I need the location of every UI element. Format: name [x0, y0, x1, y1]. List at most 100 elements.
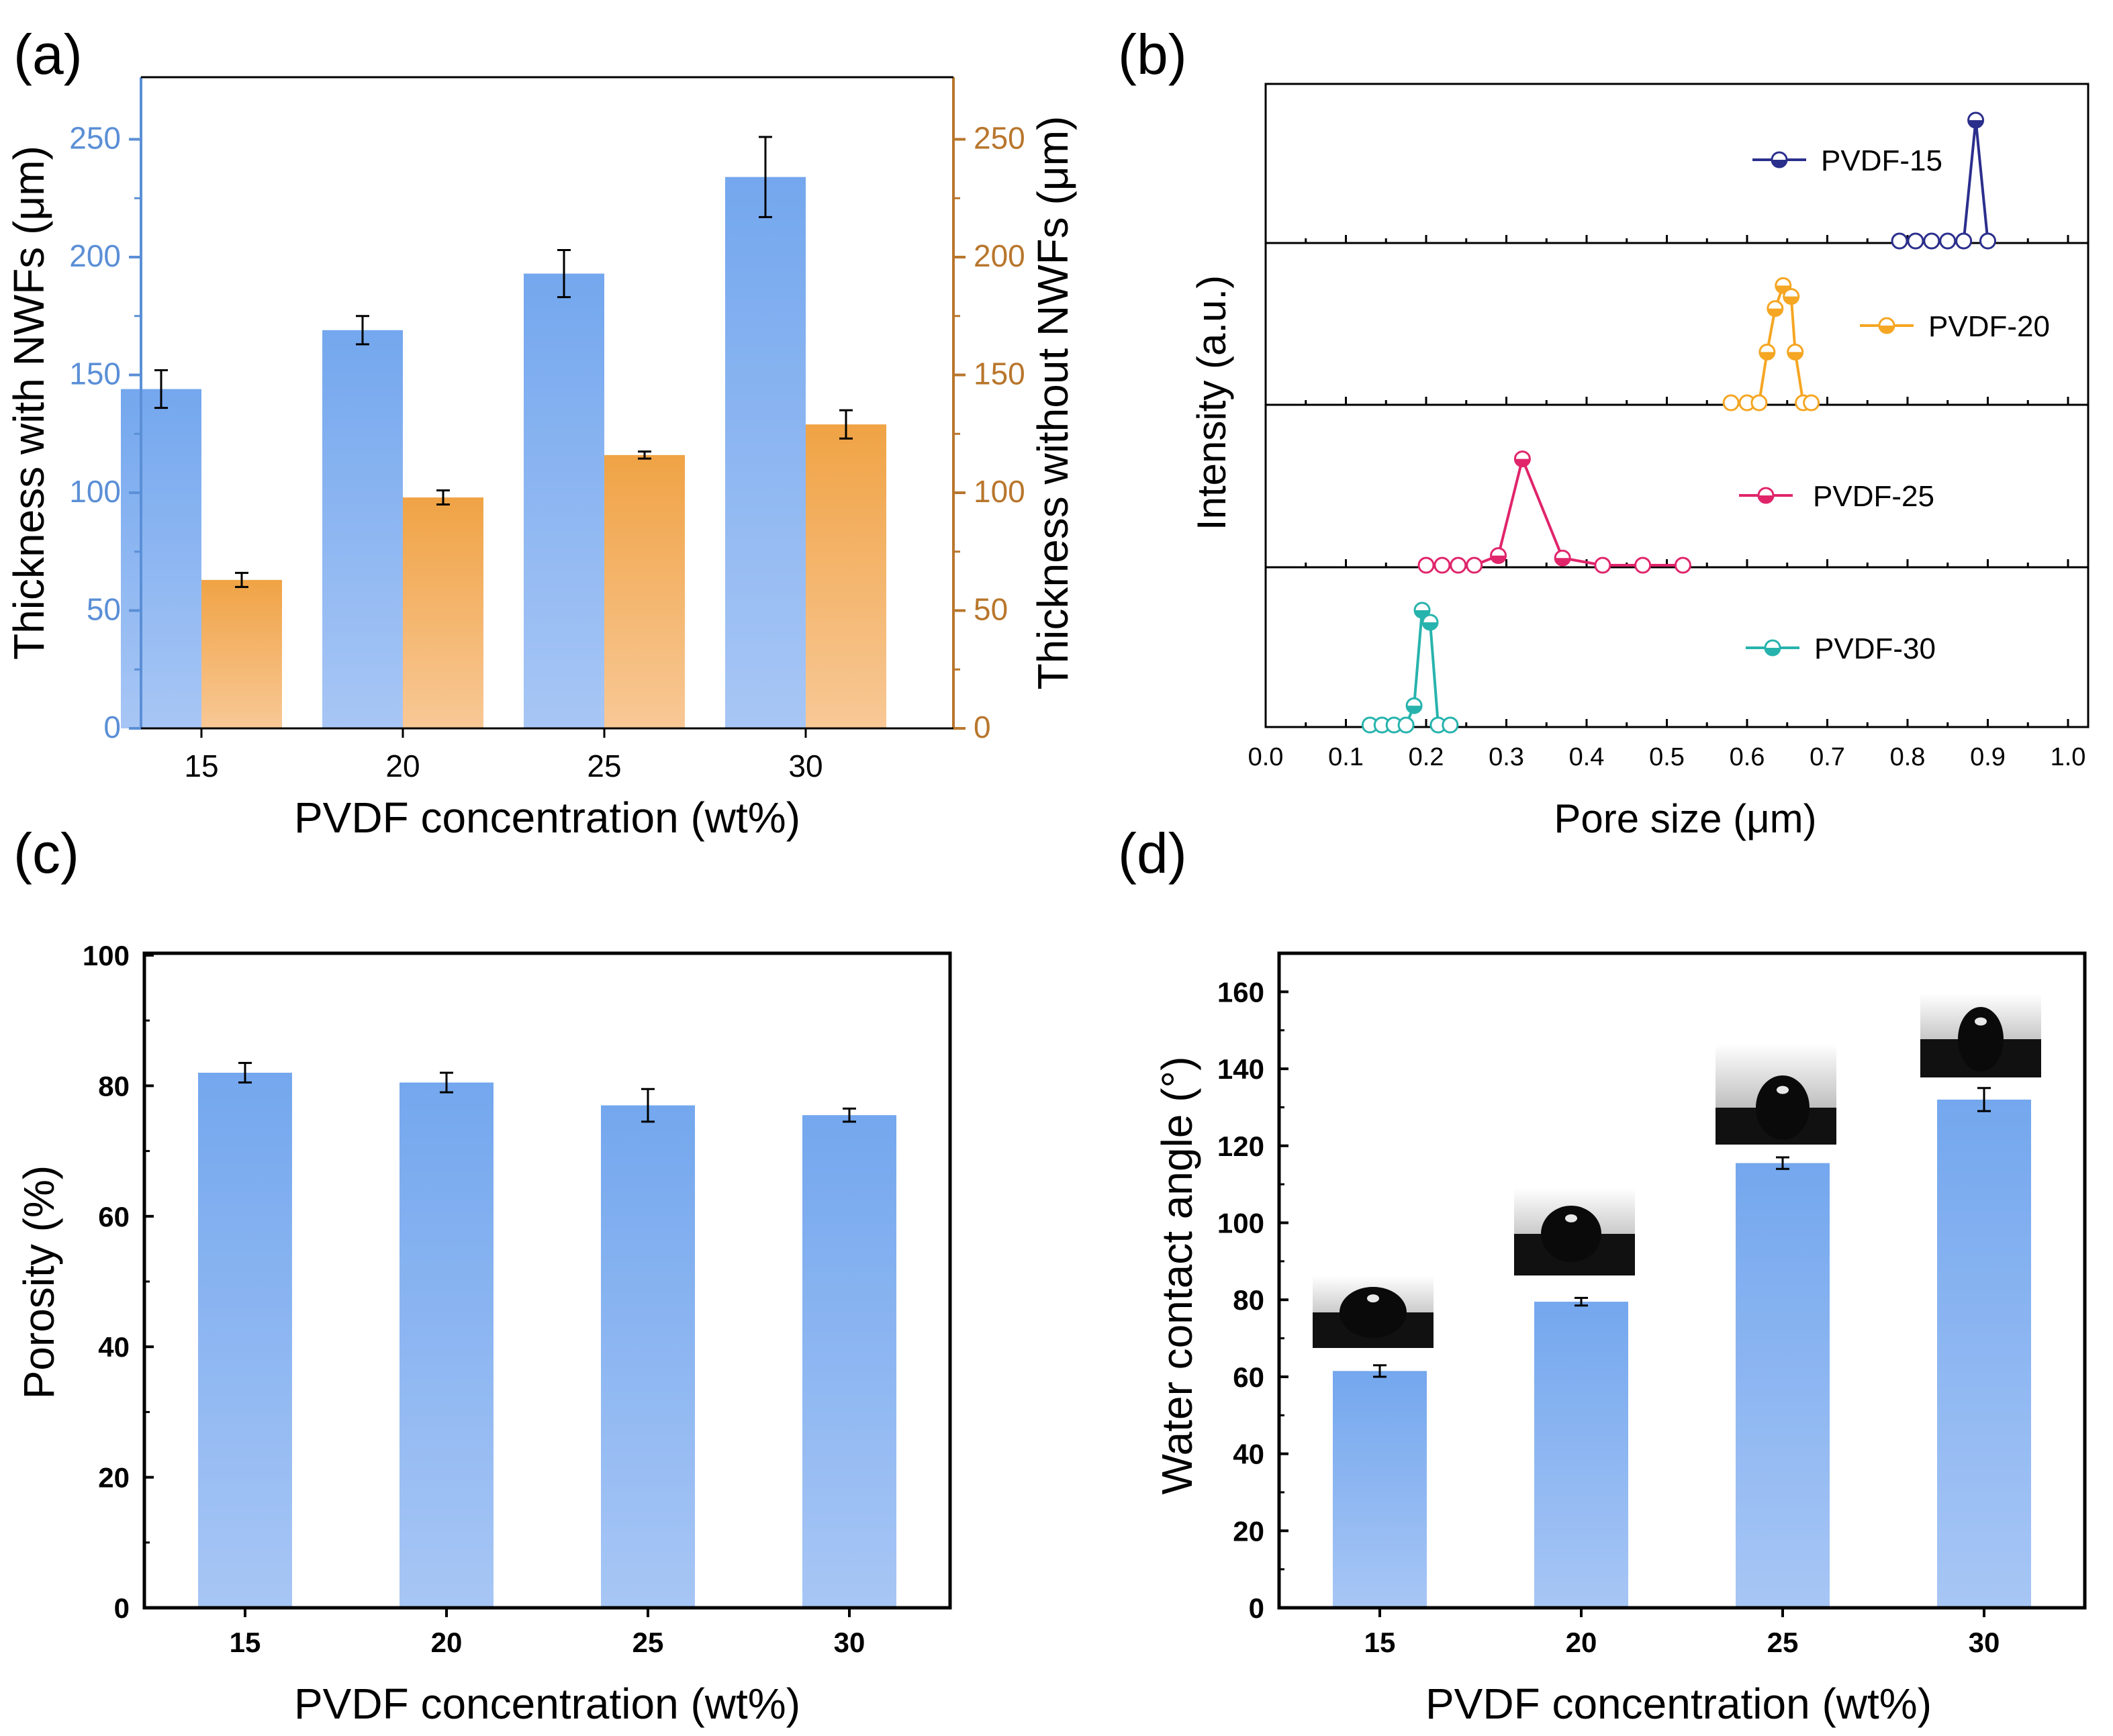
panel-c-y-tick-label: 100: [83, 940, 130, 971]
marker-half-fill: [1555, 558, 1570, 566]
panel-c-x-tick-label: 20: [431, 1627, 463, 1658]
panel-a-x-ticks: 15 20 25 30: [184, 728, 823, 783]
panel-d-y-tick-label: 80: [1233, 1284, 1264, 1316]
panel-d-bar-30: [1937, 1099, 2031, 1608]
marker-half-fill: [1759, 352, 1775, 360]
panel-c: (c) 0 20 40 60 80 100 15 20 25 30 PVDF concentra…: [13, 822, 952, 1728]
panel-a-error-bars: [154, 136, 853, 588]
marker-half-fill: [1422, 622, 1438, 630]
panel-a-right-tick-label: 100: [974, 474, 1025, 509]
marker-ring: [1594, 557, 1611, 574]
panel-b-legend-PVDF-25: PVDF-25: [1739, 480, 1934, 513]
panel-c-x-tick-label: 15: [230, 1627, 261, 1658]
panel-b-x-tick-label: 0.8: [1890, 743, 1926, 771]
marker-half-fill: [1515, 459, 1530, 467]
panel-b-marker-PVDF-25: [1417, 557, 1435, 574]
panel-a-bar-with-nwfs-30: [725, 177, 806, 728]
panel-c-x-tick-label: 30: [834, 1627, 865, 1658]
legend-marker-fill: [1772, 160, 1787, 167]
panel-a-bar-without-nwfs-30: [806, 424, 886, 728]
panel-a-right-tick-label: 0: [974, 710, 991, 744]
marker-ring: [1634, 557, 1652, 574]
panel-d-droplet-insets: [1313, 994, 2041, 1348]
panel-a-right-tick-label: 150: [974, 356, 1025, 391]
panel-d-y-tick-label: 100: [1217, 1208, 1264, 1239]
panel-b-line-PVDF-15: [1899, 119, 1989, 242]
panel-b-line-PVDF-25: [1426, 454, 1683, 567]
marker-ring: [1923, 232, 1940, 250]
panel-b-marker-PVDF-20: [1803, 394, 1820, 412]
panel-c-bars: [198, 1072, 896, 1608]
panel-c-label: (c): [13, 822, 79, 885]
marker-half-fill: [1767, 308, 1783, 316]
panel-b-marker-PVDF-20: [1783, 288, 1800, 305]
panel-b-x-tick-label: 1.0: [2051, 743, 2086, 771]
droplet-highlight: [1777, 1086, 1789, 1094]
droplet-photo-25: [1716, 1044, 1836, 1145]
panel-a-bar-with-nwfs-25: [524, 273, 604, 728]
panel-b-marker-PVDF-30: [1405, 697, 1423, 714]
panel-b-marker-PVDF-20: [1767, 300, 1784, 318]
marker-ring: [1442, 716, 1459, 734]
panel-c-y-tick-label: 0: [114, 1592, 130, 1624]
panel-c-xlabel: PVDF concentration (wt%): [294, 1680, 800, 1728]
panel-b-x-tick-label: 0.5: [1649, 743, 1685, 771]
panel-d-bar-20: [1534, 1302, 1628, 1608]
panel-d: (d) 0 20 40 60 80 100 120 140 160 15 20 25 30 PVDF …: [1118, 822, 2087, 1728]
marker-ring: [1939, 232, 1957, 250]
marker-ring: [1434, 557, 1451, 574]
panel-b-marker-PVDF-15: [1967, 111, 1985, 129]
droplet: [1340, 1287, 1407, 1338]
panel-c-y-tick-label: 60: [98, 1201, 130, 1233]
legend-marker-fill: [1758, 495, 1773, 503]
marker-ring: [1674, 557, 1691, 574]
panel-a-left-tick-label: 150: [69, 356, 121, 391]
marker-ring: [1907, 232, 1924, 250]
panel-b-marker-PVDF-25: [1634, 557, 1652, 574]
panel-d-error-bars: [1373, 1087, 1991, 1378]
panel-d-y-ticks: 0 20 40 60 80 100 120 140 160: [1217, 976, 1288, 1624]
marker-half-fill: [1407, 706, 1422, 714]
panel-b-marker-PVDF-25: [1554, 549, 1571, 567]
panel-b-marker-PVDF-30: [1413, 601, 1431, 619]
panel-c-y-tick-label: 20: [98, 1462, 130, 1494]
droplet-highlight: [1975, 1017, 1987, 1026]
panel-b-legend-PVDF-15: PVDF-15: [1752, 144, 1942, 177]
panel-b-legend-PVDF-20: PVDF-20: [1860, 310, 2050, 343]
panel-c-x-ticks: 15 20 25 30: [230, 1608, 865, 1658]
panel-c-y-tick-label: 80: [98, 1070, 130, 1102]
panel-a-left-tick-label: 0: [103, 710, 121, 744]
panel-b-marker-PVDF-25: [1513, 450, 1531, 468]
panel-b-legend-label: PVDF-25: [1813, 480, 1934, 513]
panel-a-label: (a): [13, 23, 83, 86]
panel-d-y-tick-label: 60: [1233, 1361, 1264, 1393]
panel-a-bar-without-nwfs-25: [604, 454, 685, 728]
marker-ring: [1979, 232, 1996, 250]
panel-b-frame-3: [1264, 403, 2089, 569]
panel-b-marker-PVDF-20: [1758, 343, 1776, 360]
panel-b-marker-PVDF-20: [1722, 394, 1740, 412]
panel-b-x-tick-label: 0.9: [1970, 743, 2006, 771]
panel-a-bar-with-nwfs-15: [121, 389, 201, 728]
panel-b-x-tick-label: 0.2: [1409, 743, 1444, 771]
panel-a-left-tick-label: 50: [87, 592, 121, 627]
panel-a-bars: [121, 177, 886, 728]
marker-half-fill: [1968, 120, 1983, 128]
marker-ring: [1450, 557, 1467, 574]
panel-b-marker-PVDF-25: [1466, 557, 1483, 574]
panel-b-stacked-frames: [1264, 83, 2089, 728]
marker-ring: [1891, 232, 1908, 250]
panel-b-marker-PVDF-15: [1939, 232, 1957, 250]
panel-a-left-ticks: 0 50 100 150 200 250: [69, 121, 141, 744]
panel-d-xlabel: PVDF concentration (wt%): [1425, 1680, 1932, 1728]
panel-d-bar-25: [1736, 1163, 1830, 1608]
panel-a-x-tick-label: 30: [788, 749, 823, 783]
panel-b-marker-PVDF-25: [1450, 557, 1467, 574]
panel-b-legend-label: PVDF-15: [1821, 144, 1942, 177]
panel-d-y-tick-label: 120: [1217, 1130, 1264, 1162]
panel-b-marker-PVDF-20: [1787, 343, 1804, 360]
panel-d-x-ticks: 15 20 25 30: [1364, 1608, 2000, 1658]
panel-b-marker-PVDF-30: [1442, 716, 1459, 734]
droplet-highlight: [1367, 1294, 1379, 1303]
panel-d-x-tick-label: 20: [1566, 1627, 1597, 1658]
